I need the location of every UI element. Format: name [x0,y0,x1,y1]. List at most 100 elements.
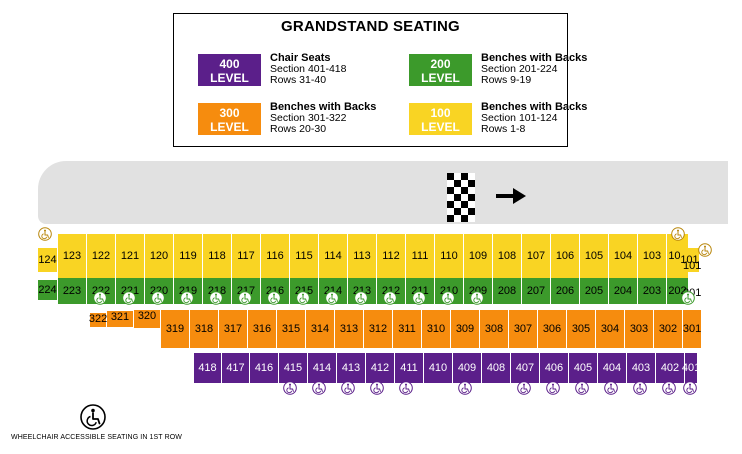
wheelchair-icon [341,381,355,395]
section-411[interactable]: 411 [395,353,424,383]
wheelchair-icon [325,291,339,305]
section-410[interactable]: 410 [424,353,453,383]
badge-number: 100 [430,106,451,120]
section-304[interactable]: 304 [596,310,625,348]
section-401[interactable]: 401 [682,353,700,383]
section-316[interactable]: 316 [248,310,277,348]
legend-sections: Section 401-418 [270,63,347,75]
section-208[interactable]: 208 [493,278,522,304]
section-207[interactable]: 207 [522,278,551,304]
section-409[interactable]: 409 [453,353,482,383]
section-110[interactable]: 110 [435,234,464,278]
section-407[interactable]: 407 [511,353,540,383]
legend-sections: Section 201-224 [481,63,558,75]
section-104[interactable]: 104 [609,234,638,278]
section-307[interactable]: 307 [509,310,538,348]
section-416[interactable]: 416 [250,353,279,383]
section-112[interactable]: 112 [377,234,406,278]
section-311[interactable]: 311 [393,310,422,348]
section-223[interactable]: 223 [58,278,87,304]
section-317[interactable]: 317 [219,310,248,348]
section-101[interactable]: 101 [680,248,700,272]
section-109[interactable]: 109 [464,234,493,278]
section-119[interactable]: 119 [174,234,203,278]
section-103[interactable]: 103 [638,234,667,278]
section-106[interactable]: 106 [551,234,580,278]
wheelchair-icon [312,381,326,395]
section-206[interactable]: 206 [551,278,580,304]
section-114[interactable]: 114 [319,234,348,278]
badge-word: LEVEL [421,120,460,134]
wheelchair-icon [296,291,310,305]
section-113[interactable]: 113 [348,234,377,278]
section-123[interactable]: 123 [58,234,87,278]
section-303[interactable]: 303 [625,310,654,348]
section-312[interactable]: 312 [364,310,393,348]
section-117[interactable]: 117 [232,234,261,278]
wheelchair-icon [354,291,368,305]
section-403[interactable]: 403 [627,353,656,383]
section-224[interactable]: 224 [38,280,58,300]
legend-description: Chair Seats Section 401-418 Rows 31-40 [270,53,346,86]
section-402[interactable]: 402 [656,353,685,383]
section-412[interactable]: 412 [366,353,395,383]
section-121[interactable]: 121 [116,234,145,278]
section-322[interactable]: 322 [88,313,108,327]
section-302[interactable]: 302 [654,310,683,348]
level-badge-100: 100 LEVEL [409,103,472,135]
section-219[interactable]: 219 [174,278,203,304]
wheelchair-icon [399,381,413,395]
section-413[interactable]: 413 [337,353,366,383]
legend-seat-type: Benches with Backs [270,101,377,113]
section-417[interactable]: 417 [222,353,250,383]
wheelchair-icon [80,404,106,430]
section-315[interactable]: 315 [277,310,306,348]
wheelchair-icon [575,381,589,395]
section-111[interactable]: 111 [406,234,435,278]
section-306[interactable]: 306 [538,310,567,348]
wheelchair-footnote: WHEELCHAIR ACCESSIBLE SEATING IN 1ST ROW [11,434,182,441]
section-116[interactable]: 116 [261,234,290,278]
section-319[interactable]: 319 [161,310,190,348]
section-408[interactable]: 408 [482,353,511,383]
section-204[interactable]: 204 [609,278,638,304]
section-404[interactable]: 404 [598,353,627,383]
wheelchair-icon [458,381,472,395]
section-308[interactable]: 308 [480,310,509,348]
section-203[interactable]: 203 [638,278,667,304]
wheelchair-icon [681,291,695,305]
legend-sections: Section 301-322 [270,112,347,124]
section-309[interactable]: 309 [451,310,480,348]
section-124[interactable]: 124 [38,248,58,272]
section-405[interactable]: 405 [569,353,598,383]
section-321[interactable]: 321 [107,311,134,327]
legend-description: Benches with Backs Section 201-224 Rows … [481,53,587,86]
legend-sections: Section 101-124 [481,112,558,124]
section-313[interactable]: 313 [335,310,364,348]
section-310[interactable]: 310 [422,310,451,348]
checkered-flag-icon [447,173,475,222]
section-418[interactable]: 418 [194,353,222,383]
wheelchair-icon [698,243,712,257]
section-107[interactable]: 107 [522,234,551,278]
section-414[interactable]: 414 [308,353,337,383]
wheelchair-icon [238,291,252,305]
section-205[interactable]: 205 [580,278,609,304]
badge-number: 400 [219,57,240,71]
section-301[interactable]: 301 [683,310,702,348]
section-122[interactable]: 122 [87,234,116,278]
section-108[interactable]: 108 [493,234,522,278]
section-406[interactable]: 406 [540,353,569,383]
section-118[interactable]: 118 [203,234,232,278]
section-105[interactable]: 105 [580,234,609,278]
level-badge-300: 300 LEVEL [198,103,261,135]
legend-description: Benches with Backs Section 301-322 Rows … [270,102,376,135]
section-320[interactable]: 320 [134,310,161,328]
section-305[interactable]: 305 [567,310,596,348]
section-314[interactable]: 314 [306,310,335,348]
section-115[interactable]: 115 [290,234,319,278]
section-318[interactable]: 318 [190,310,219,348]
section-120[interactable]: 120 [145,234,174,278]
section-415[interactable]: 415 [279,353,308,383]
badge-word: LEVEL [210,71,249,85]
